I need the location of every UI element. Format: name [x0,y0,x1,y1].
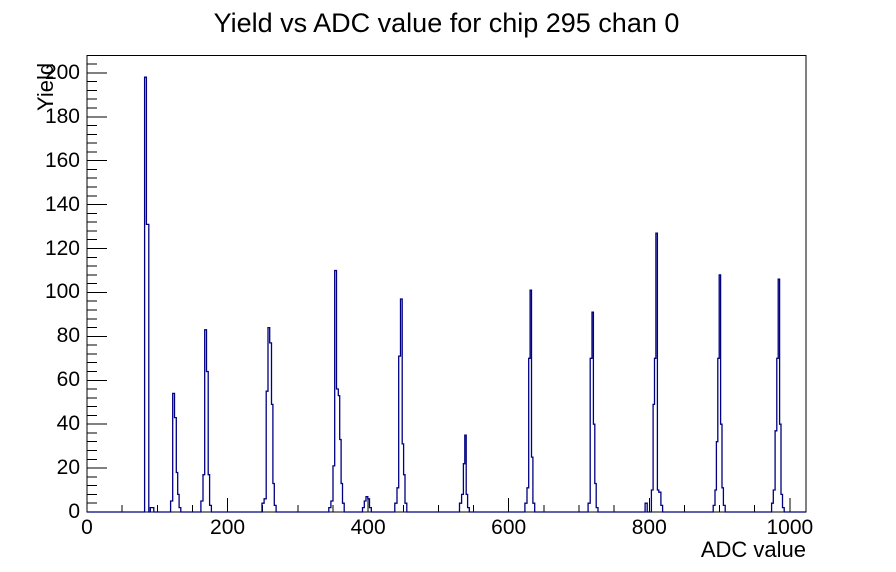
y-tick-label: 160 [44,148,80,172]
y-tick-label: 0 [68,500,80,523]
x-tick-label: 600 [491,516,527,539]
x-tick-label: 0 [81,516,93,539]
x-axis-title: ADC value [700,537,806,562]
y-tick-label: 120 [44,236,80,260]
y-tick-label: 80 [56,324,80,348]
chart-title: Yield vs ADC value for chip 295 chan 0 [213,8,680,38]
x-tick-label: 400 [350,516,386,539]
x-tick-label: 800 [631,516,667,539]
x-tick-label: 1000 [766,516,814,539]
plot-frame [86,55,807,513]
y-tick-label: 180 [44,104,80,128]
histogram-line [87,76,806,513]
x-tick-label: 200 [210,516,246,539]
y-tick-label: 40 [56,412,80,436]
y-tick-label: 60 [56,368,80,392]
y-tick-label: 140 [44,192,80,216]
y-tick-label: 200 [44,60,80,84]
y-tick-label: 20 [56,456,80,480]
y-tick-label: 100 [44,280,80,304]
